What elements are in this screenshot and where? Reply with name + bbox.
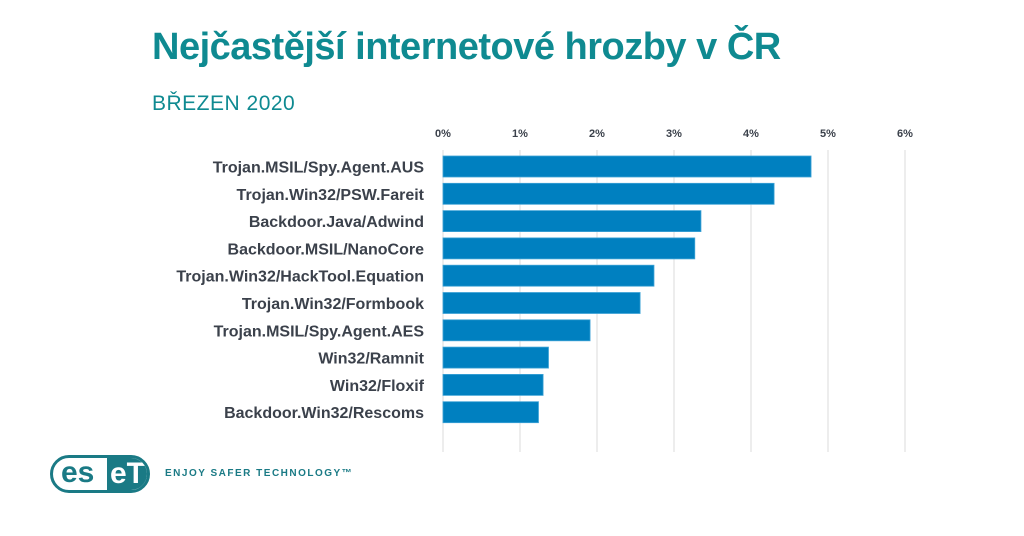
category-label: Win32/Floxif bbox=[330, 378, 425, 395]
bar bbox=[442, 346, 549, 369]
logo-text-right: eT bbox=[107, 458, 147, 490]
tick-label: 4% bbox=[743, 128, 759, 140]
page-title: Nejčastější internetové hrozby v ČR bbox=[152, 26, 781, 68]
bar bbox=[442, 210, 702, 233]
bar bbox=[442, 155, 812, 178]
bar bbox=[442, 401, 539, 424]
eset-logo: es eT bbox=[50, 455, 150, 493]
category-label: Backdoor.Java/Adwind bbox=[249, 214, 424, 231]
tick-label: 6% bbox=[897, 128, 913, 140]
category-label: Trojan.Win32/Formbook bbox=[242, 296, 424, 313]
category-label: Trojan.MSIL/Spy.Agent.AUS bbox=[213, 160, 425, 177]
logo-text-left: es bbox=[61, 456, 95, 489]
category-label: Trojan.Win32/HackTool.Equation bbox=[176, 269, 424, 286]
bar bbox=[442, 264, 655, 287]
tick-label: 2% bbox=[589, 128, 605, 140]
tagline: ENJOY SAFER TECHNOLOGY™ bbox=[165, 468, 354, 479]
page-subtitle: BŘEZEN 2020 bbox=[152, 92, 296, 115]
category-label: Backdoor.Win32/Rescoms bbox=[224, 405, 424, 422]
tick-label: 1% bbox=[512, 128, 528, 140]
tick-label: 5% bbox=[820, 128, 836, 140]
bar bbox=[442, 292, 641, 314]
bar bbox=[442, 237, 696, 260]
bar bbox=[442, 373, 544, 396]
bar bbox=[442, 319, 591, 342]
category-label: Backdoor.MSIL/NanoCore bbox=[228, 241, 425, 258]
category-label: Trojan.Win32/PSW.Fareit bbox=[237, 187, 425, 204]
tick-label: 0% bbox=[435, 128, 451, 140]
bar bbox=[442, 182, 775, 205]
tick-label: 3% bbox=[666, 128, 682, 140]
category-label: Trojan.MSIL/Spy.Agent.AES bbox=[214, 323, 425, 340]
category-label: Win32/Ramnit bbox=[318, 351, 424, 368]
